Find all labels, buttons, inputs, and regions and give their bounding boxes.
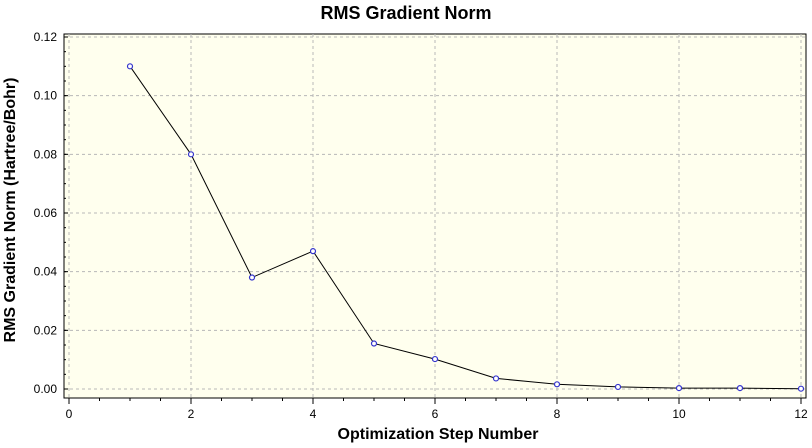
data-point: [370, 340, 378, 347]
y-tick-label: 0.00: [34, 382, 58, 396]
x-tick-label: 12: [794, 407, 808, 421]
y-tick-label: 0.08: [34, 147, 58, 161]
data-point: [797, 385, 805, 392]
y-tick-label: 0.02: [34, 323, 58, 337]
x-tick-label: 2: [188, 407, 195, 421]
x-tick-label: 10: [672, 407, 686, 421]
x-axis-ticks: 0 2 4 6 8 10 12: [66, 398, 808, 421]
y-tick-label: 0.10: [34, 89, 58, 103]
data-point: [248, 274, 256, 281]
series-group: [126, 63, 805, 392]
x-axis-label: Optimization Step Number: [337, 426, 539, 443]
x-tick-label: 8: [554, 407, 561, 421]
grid-lines: [64, 34, 806, 398]
data-point: [187, 151, 195, 158]
data-point: [736, 385, 744, 392]
data-point: [614, 383, 622, 391]
x-tick-label: 6: [432, 407, 439, 421]
data-point: [431, 355, 439, 363]
data-point: [675, 385, 683, 392]
x-tick-label: 4: [310, 407, 317, 421]
data-point: [553, 381, 561, 388]
chart-title: RMS Gradient Norm: [320, 3, 492, 23]
data-point: [126, 63, 134, 70]
y-tick-label: 0.12: [34, 30, 58, 44]
y-tick-label: 0.04: [34, 265, 58, 279]
data-point: [492, 375, 500, 382]
series-line: [129, 66, 802, 390]
y-axis-ticks: 0.00 0.02 0.04 0.06 0.08 0.10 0.12: [34, 30, 68, 396]
x-tick-label: 0: [66, 407, 73, 421]
data-point: [309, 248, 317, 255]
y-tick-label: 0.06: [34, 206, 58, 220]
